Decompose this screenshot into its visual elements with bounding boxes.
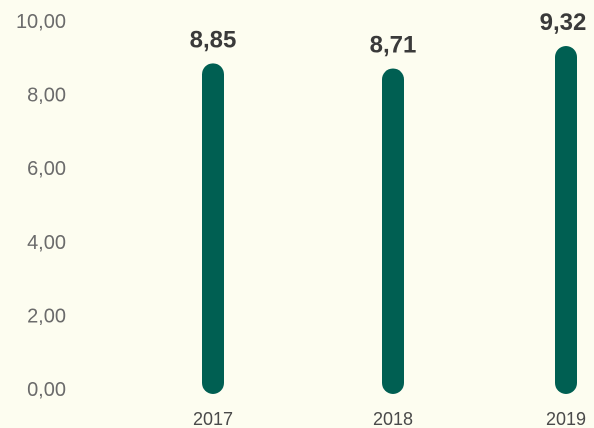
y-tick-label: 10,00 [16, 11, 66, 33]
data-label-2018: 8,71 [370, 31, 417, 58]
data-label-2019: 9,32 [540, 9, 587, 36]
x-tick-label-2017: 2017 [193, 409, 233, 428]
x-tick-label-2018: 2018 [373, 409, 413, 428]
y-tick-label: 4,00 [27, 232, 66, 254]
bars-group [202, 46, 577, 395]
data-labels-group: 8,85 8,71 9,32 [190, 9, 587, 58]
y-tick-label: 6,00 [27, 158, 66, 180]
y-tick-label: 0,00 [27, 379, 66, 401]
y-tick-label: 2,00 [27, 305, 66, 327]
bar-2018 [382, 68, 404, 395]
bar-2017 [202, 63, 224, 394]
x-axis: 2017 2018 2019 [193, 409, 586, 428]
bar-2019 [555, 46, 577, 395]
y-tick-label: 8,00 [27, 85, 66, 107]
x-tick-label-2019: 2019 [546, 409, 586, 428]
y-axis: 0,00 2,00 4,00 6,00 8,00 10,00 [16, 11, 66, 401]
data-label-2017: 8,85 [190, 26, 237, 53]
